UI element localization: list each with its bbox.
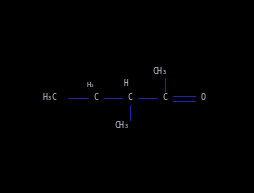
Text: C: C <box>93 93 98 102</box>
Text: H₂: H₂ <box>86 82 95 88</box>
Text: H₃C: H₃C <box>42 93 57 102</box>
Text: C: C <box>127 93 132 102</box>
Text: H: H <box>123 80 128 89</box>
Text: O: O <box>200 93 205 102</box>
Text: CH₃: CH₃ <box>114 120 129 130</box>
Text: CH₃: CH₃ <box>152 67 167 75</box>
Text: C: C <box>162 93 167 102</box>
